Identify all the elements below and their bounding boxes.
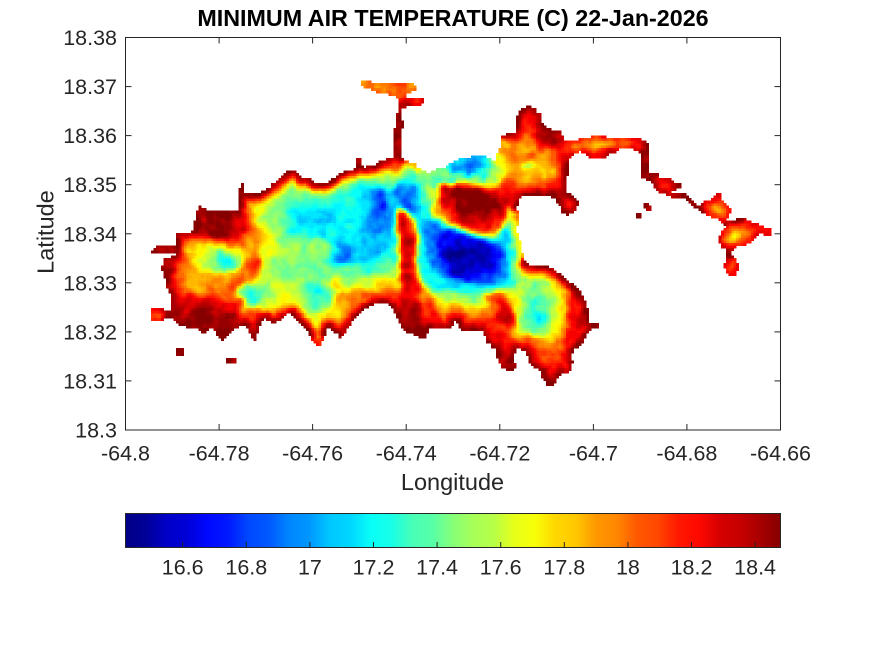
- svg-text:-64.72: -64.72: [469, 442, 530, 466]
- svg-text:18.37: 18.37: [63, 75, 117, 99]
- svg-text:16.8: 16.8: [225, 556, 267, 580]
- svg-text:17.8: 17.8: [543, 556, 585, 580]
- svg-text:18.31: 18.31: [63, 369, 117, 393]
- svg-text:MINIMUM AIR TEMPERATURE (C) 22: MINIMUM AIR TEMPERATURE (C) 22-Jan-2026: [197, 5, 708, 31]
- svg-text:-64.76: -64.76: [282, 442, 343, 466]
- svg-text:18.32: 18.32: [63, 320, 117, 344]
- svg-text:18.36: 18.36: [63, 124, 117, 148]
- svg-text:17.4: 17.4: [416, 556, 458, 580]
- svg-text:-64.68: -64.68: [656, 442, 717, 466]
- svg-text:18: 18: [616, 556, 640, 580]
- svg-text:-64.8: -64.8: [101, 442, 150, 466]
- svg-text:18.3: 18.3: [75, 419, 117, 443]
- svg-text:16.6: 16.6: [162, 556, 204, 580]
- svg-text:18.33: 18.33: [63, 271, 117, 295]
- svg-text:18.38: 18.38: [63, 26, 117, 50]
- svg-text:Latitude: Latitude: [33, 190, 59, 274]
- svg-text:18.4: 18.4: [734, 556, 776, 580]
- svg-text:18.2: 18.2: [671, 556, 713, 580]
- svg-text:18.34: 18.34: [63, 222, 117, 246]
- svg-text:Longitude: Longitude: [401, 469, 504, 495]
- svg-text:-64.66: -64.66: [750, 442, 811, 466]
- svg-text:-64.74: -64.74: [376, 442, 437, 466]
- svg-text:18.35: 18.35: [63, 173, 117, 197]
- svg-text:17.2: 17.2: [353, 556, 395, 580]
- svg-text:-64.7: -64.7: [569, 442, 618, 466]
- svg-text:17: 17: [298, 556, 322, 580]
- svg-text:-64.78: -64.78: [189, 442, 250, 466]
- svg-text:17.6: 17.6: [480, 556, 522, 580]
